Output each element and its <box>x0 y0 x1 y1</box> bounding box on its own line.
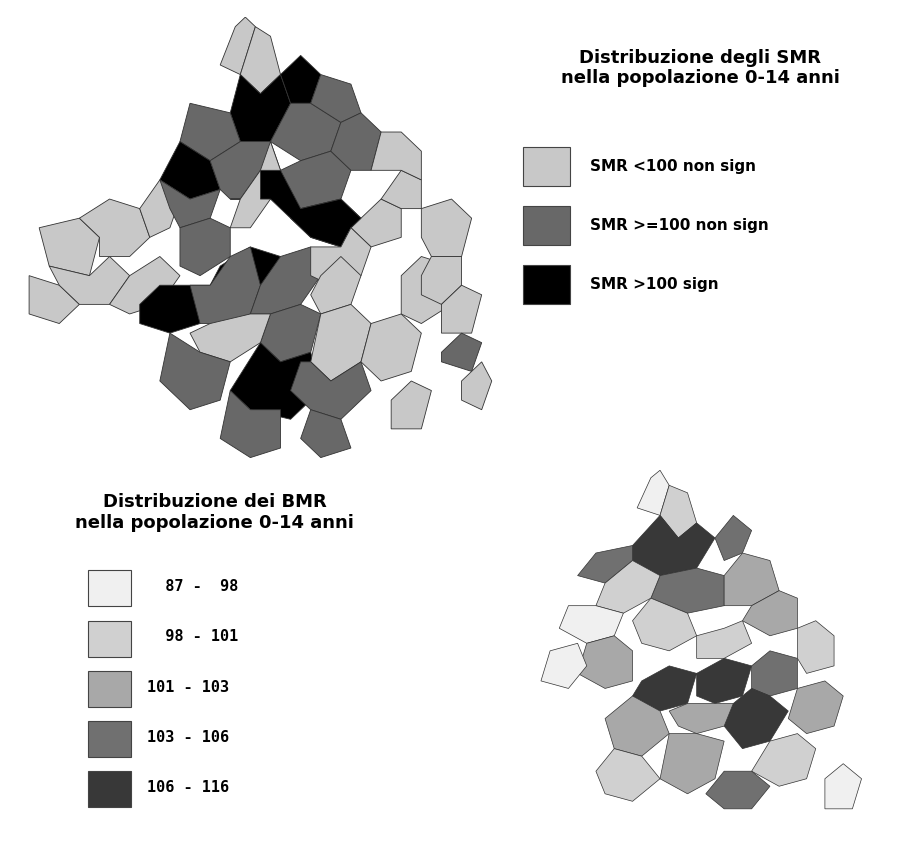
Bar <box>523 265 570 304</box>
Polygon shape <box>632 598 697 651</box>
Text: SMR >=100 non sign: SMR >=100 non sign <box>590 218 769 233</box>
Polygon shape <box>260 304 321 362</box>
Polygon shape <box>230 142 280 199</box>
Polygon shape <box>632 666 697 711</box>
Polygon shape <box>596 561 660 613</box>
Polygon shape <box>29 275 79 323</box>
Text: 101 - 103: 101 - 103 <box>147 680 229 694</box>
Polygon shape <box>669 704 734 734</box>
Polygon shape <box>270 151 351 209</box>
Polygon shape <box>577 636 632 688</box>
Bar <box>88 621 131 657</box>
Polygon shape <box>651 568 724 613</box>
Bar <box>88 570 131 606</box>
Polygon shape <box>351 199 401 247</box>
Polygon shape <box>752 734 815 787</box>
Polygon shape <box>743 591 797 636</box>
Text: SMR >100 sign: SMR >100 sign <box>590 277 718 292</box>
Polygon shape <box>660 734 724 793</box>
Polygon shape <box>330 113 381 170</box>
Polygon shape <box>401 256 452 323</box>
Polygon shape <box>421 256 462 304</box>
Polygon shape <box>220 391 280 457</box>
Polygon shape <box>291 362 371 419</box>
Polygon shape <box>230 170 270 227</box>
Text: Distribuzione dei BMR
nella popolazione 0-14 anni: Distribuzione dei BMR nella popolazione … <box>75 493 354 532</box>
Polygon shape <box>230 343 321 419</box>
Text: 106 - 116: 106 - 116 <box>147 780 229 795</box>
Polygon shape <box>140 180 180 238</box>
Polygon shape <box>660 486 697 538</box>
Polygon shape <box>632 516 715 575</box>
Polygon shape <box>241 27 280 94</box>
Polygon shape <box>270 103 341 161</box>
Text: 98 - 101: 98 - 101 <box>147 629 239 645</box>
Polygon shape <box>190 247 260 323</box>
Text: Distribuzione degli SMR
nella popolazione 0-14 anni: Distribuzione degli SMR nella popolazion… <box>561 49 840 87</box>
Polygon shape <box>311 304 371 381</box>
Polygon shape <box>724 553 779 605</box>
Bar <box>88 671 131 707</box>
Polygon shape <box>577 545 632 583</box>
Polygon shape <box>752 651 797 696</box>
Polygon shape <box>49 256 129 304</box>
Polygon shape <box>442 333 481 371</box>
Text: 87 -  98: 87 - 98 <box>147 579 239 594</box>
Polygon shape <box>715 516 752 561</box>
Bar <box>523 206 570 245</box>
Polygon shape <box>825 764 861 809</box>
Polygon shape <box>110 256 180 314</box>
Polygon shape <box>381 170 421 209</box>
Polygon shape <box>311 227 371 286</box>
Polygon shape <box>40 218 100 275</box>
Polygon shape <box>697 621 752 658</box>
Polygon shape <box>788 681 843 734</box>
Polygon shape <box>160 333 230 410</box>
Bar <box>88 771 131 807</box>
Polygon shape <box>706 771 770 809</box>
Polygon shape <box>210 142 280 199</box>
Bar <box>88 722 131 758</box>
Polygon shape <box>797 621 834 674</box>
Polygon shape <box>605 696 669 756</box>
Polygon shape <box>311 74 361 122</box>
Polygon shape <box>160 142 220 199</box>
Polygon shape <box>637 470 669 516</box>
Polygon shape <box>361 314 421 381</box>
Polygon shape <box>421 199 471 256</box>
Text: SMR <100 non sign: SMR <100 non sign <box>590 159 756 174</box>
Polygon shape <box>442 286 481 333</box>
Polygon shape <box>220 17 255 74</box>
Polygon shape <box>180 218 230 275</box>
Polygon shape <box>230 74 291 142</box>
Polygon shape <box>79 199 150 256</box>
Polygon shape <box>697 658 752 704</box>
Polygon shape <box>462 362 492 410</box>
Polygon shape <box>210 247 280 304</box>
Polygon shape <box>541 643 586 688</box>
Polygon shape <box>311 256 361 314</box>
Bar <box>523 147 570 186</box>
Polygon shape <box>251 247 321 314</box>
Polygon shape <box>180 103 241 161</box>
Polygon shape <box>140 286 210 333</box>
Polygon shape <box>301 410 351 457</box>
Polygon shape <box>190 314 270 362</box>
Polygon shape <box>160 180 220 227</box>
Polygon shape <box>559 605 623 643</box>
Polygon shape <box>260 170 361 247</box>
Polygon shape <box>371 132 421 180</box>
Polygon shape <box>596 749 660 801</box>
Polygon shape <box>724 688 788 749</box>
Text: 103 - 106: 103 - 106 <box>147 730 229 745</box>
Polygon shape <box>392 381 431 429</box>
Polygon shape <box>291 199 361 247</box>
Polygon shape <box>280 56 321 103</box>
